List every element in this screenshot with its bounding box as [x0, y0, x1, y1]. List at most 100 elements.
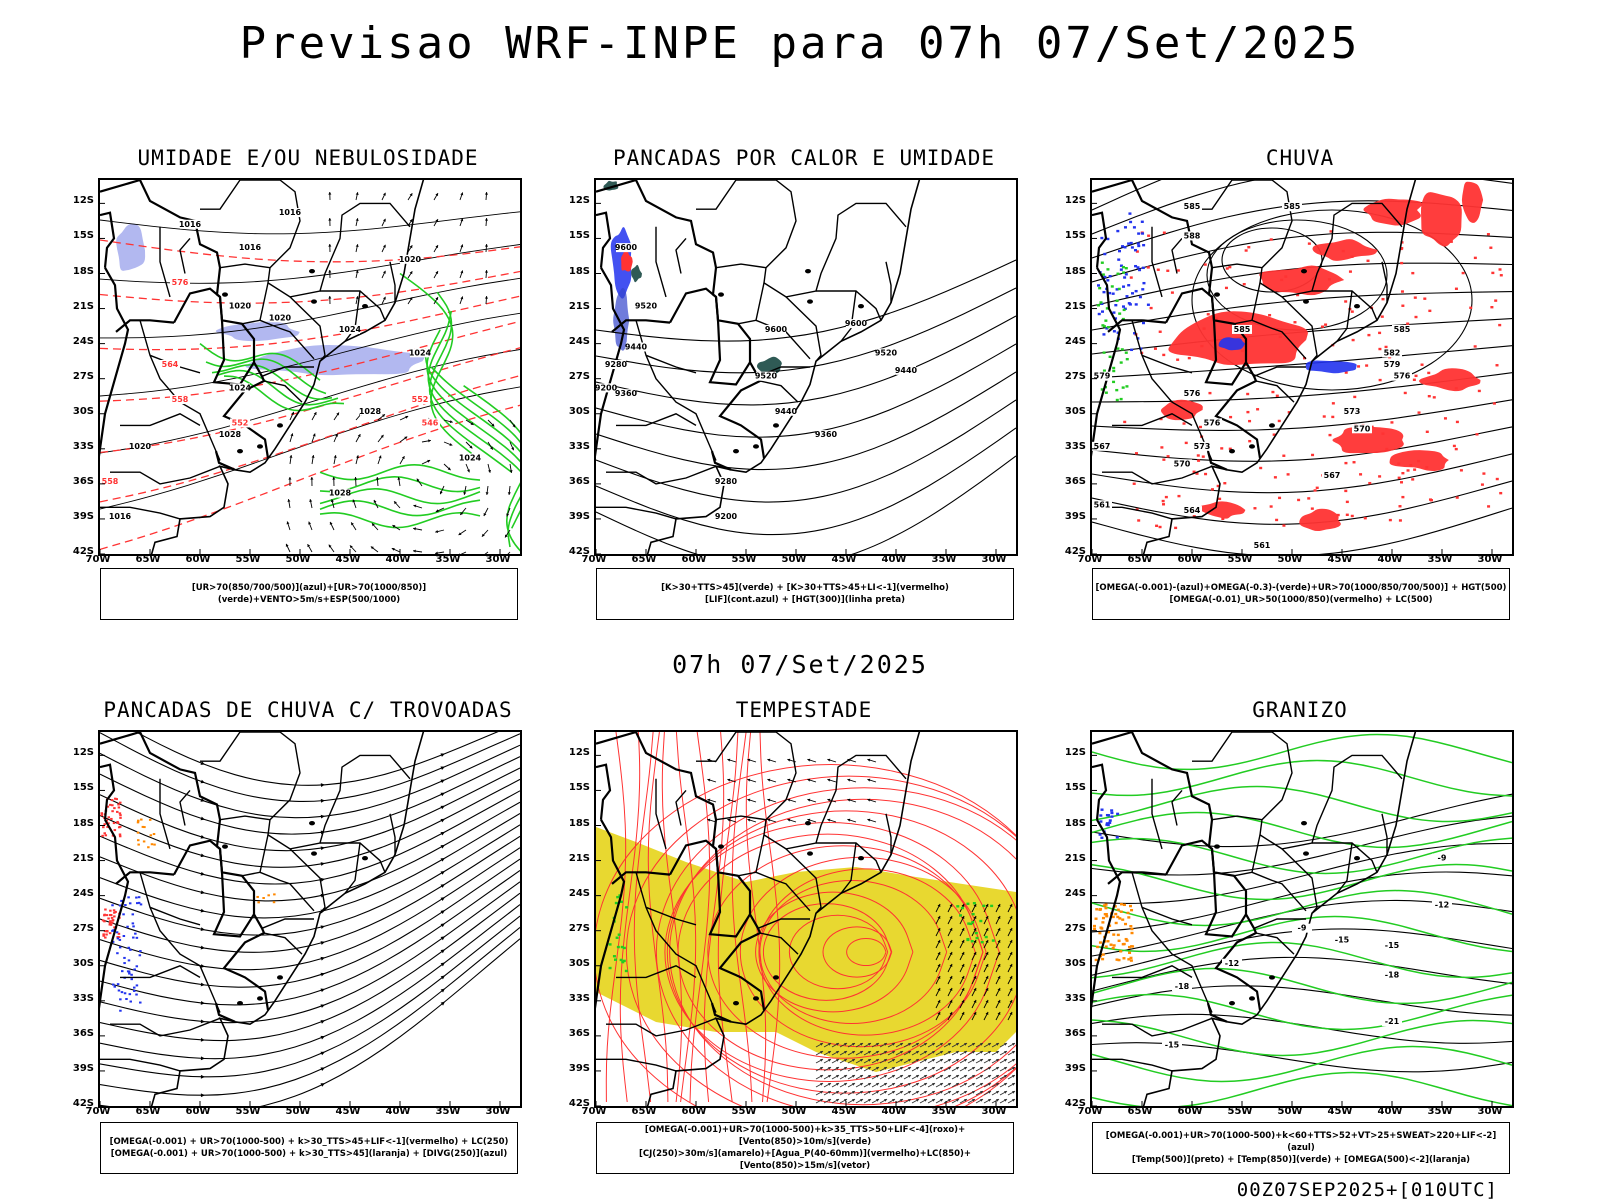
contour-label: 558 — [102, 477, 119, 486]
lat-tick-label: 24S — [64, 888, 94, 899]
wind850-zone — [616, 937, 619, 939]
rain-omega-dot — [1199, 426, 1202, 428]
strong-wind-vector — [1000, 1099, 1007, 1103]
rain-omega-dot — [1278, 497, 1281, 499]
political-border — [636, 320, 716, 460]
wind-arrow — [400, 437, 407, 442]
wind850-zone — [976, 937, 979, 939]
rain-omega-dot — [1282, 455, 1285, 457]
contour-label: 585 — [1394, 325, 1411, 334]
legend-caption-line: [UR>70(850/700/500)](azul)+[UR>70(1000/8… — [101, 582, 517, 606]
wind-arrow — [847, 819, 856, 822]
map-canvas-pancadas_calor: 9600952094409280920093609600960095209520… — [596, 180, 1016, 554]
wind850-zone — [615, 902, 618, 904]
lat-tick-label: 24S — [1056, 888, 1086, 899]
streamline-arrowhead — [321, 973, 325, 977]
omega-weak-dot — [1147, 304, 1150, 306]
omega-strong-dot — [1109, 356, 1112, 358]
rain-omega-dot — [1147, 266, 1150, 268]
panel-title-pancadas_trovoadas: PANCADAS DE CHUVA C/ TROVOADAS — [58, 698, 558, 722]
strong-wind-vector — [968, 1083, 975, 1087]
omega-weak-dot — [1139, 296, 1142, 298]
rain-omega-dot — [1476, 433, 1479, 435]
lon-tick-label: 45W — [829, 1106, 859, 1117]
political-border — [120, 414, 200, 426]
strong-wind-vector — [832, 1083, 839, 1087]
lat-tick-label: 30S — [560, 406, 590, 417]
rain-omega-dot — [1160, 446, 1163, 448]
wind-arrow — [727, 799, 736, 802]
wind-arrow — [747, 779, 756, 782]
convective-rain-dot — [119, 817, 122, 819]
political-border — [320, 843, 385, 872]
wind-arrow — [486, 486, 489, 495]
omega500-dot — [1130, 959, 1133, 961]
contour-label: 576 — [1204, 418, 1221, 427]
lat-tick-label: 39S — [560, 511, 590, 522]
rain-omega-dot — [1308, 242, 1311, 244]
rain-omega-dot — [1154, 347, 1157, 349]
strong-wind-vector — [872, 1083, 879, 1087]
omega-weak-dot — [1097, 284, 1100, 286]
rain-omega-dot — [1397, 462, 1400, 464]
divergence-dot — [112, 984, 115, 986]
convective-rain-dot — [111, 917, 114, 919]
rain-omega-dot — [1413, 468, 1416, 470]
omega500-dot — [1124, 923, 1127, 925]
convective-rain-dot — [108, 816, 111, 818]
contour-label: 1020 — [269, 313, 292, 322]
lon-tick-label: 30W — [979, 1106, 1009, 1117]
lat-tick-label: 39S — [64, 511, 94, 522]
omega-weak-dot — [1124, 226, 1127, 228]
strong-wind-vector — [824, 1067, 831, 1071]
lon-tick-label: 60W — [679, 1106, 709, 1117]
strong-wind-vector — [920, 1099, 927, 1103]
rain-omega-dot — [1482, 472, 1485, 474]
omega-strong-dot — [1112, 381, 1115, 383]
strong-wind-vector — [896, 1067, 903, 1071]
lake — [222, 844, 228, 848]
hail-zone-dot — [1099, 820, 1102, 822]
rain-omega-zone — [1462, 182, 1483, 223]
convective-rain-dot — [114, 911, 117, 913]
rain-omega-dot — [1474, 257, 1477, 259]
rain-omega-dot — [1253, 507, 1256, 509]
divergence-dot — [139, 1002, 142, 1004]
strong-wind-vector — [968, 1091, 975, 1095]
hail-zone-dot — [1099, 833, 1102, 835]
convective-rain-dot — [111, 804, 114, 806]
divergence-dot — [129, 902, 132, 904]
contour-label: -9 — [1298, 924, 1307, 933]
political-border — [1254, 367, 1306, 376]
rain-omega-dot — [1207, 313, 1210, 315]
rain-omega-dot — [1197, 459, 1200, 461]
wind-arrow — [350, 545, 356, 552]
rain-omega-dot — [1204, 473, 1207, 475]
convective-rain-dot — [100, 812, 103, 814]
rain-omega-dot — [1499, 492, 1502, 494]
wind850-zone — [979, 920, 982, 922]
wind-arrow — [329, 545, 334, 552]
wind-arrow — [310, 477, 313, 486]
lat-tick-label: 30S — [1056, 958, 1086, 969]
wind-arrow — [422, 439, 431, 442]
omega500-dot — [1115, 922, 1118, 924]
omega500-dot — [1128, 946, 1131, 948]
convective-rain-dot — [103, 823, 106, 825]
lon-tick-label: 45W — [1325, 554, 1355, 565]
political-border — [390, 262, 395, 303]
humidity-fill — [116, 224, 145, 271]
wind-arrow — [413, 505, 422, 508]
streamline — [100, 882, 520, 1023]
streamline-arrowhead — [201, 1093, 205, 1097]
rain-omega-dot — [1165, 496, 1168, 498]
omega-weak-dot — [1135, 303, 1138, 305]
k-tts-zone — [631, 265, 642, 282]
lon-tick-label: 50W — [283, 1106, 313, 1117]
divergence-dot — [132, 913, 135, 915]
wind-arrow — [328, 192, 331, 200]
omega-weak-dot — [1116, 230, 1119, 232]
rain-omega-dot — [1166, 270, 1169, 272]
legend-caption-line: [LIF](cont.azul) + [HGT(300)](linha pret… — [597, 594, 1013, 606]
